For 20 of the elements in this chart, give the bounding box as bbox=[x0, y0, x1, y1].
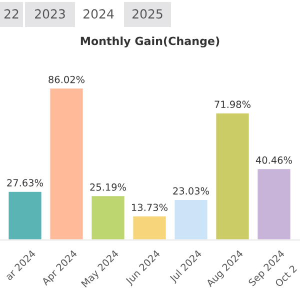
bar bbox=[7, 190, 43, 240]
chart-title: Monthly Gain(Change) bbox=[80, 36, 220, 48]
data-label: 27.63% bbox=[7, 179, 43, 186]
text: 2023 bbox=[35, 9, 65, 19]
data-label: 13.73% bbox=[132, 204, 168, 212]
bar bbox=[214, 112, 250, 240]
bar bbox=[48, 87, 84, 240]
data-label: 23.03% bbox=[173, 187, 209, 195]
text: 2024 bbox=[84, 9, 114, 19]
data-label: 71.98% bbox=[214, 100, 250, 108]
bar bbox=[90, 194, 126, 240]
bar bbox=[173, 198, 209, 240]
bar bbox=[132, 215, 168, 240]
data-label: 40.46% bbox=[256, 156, 292, 164]
data-label: 25.19% bbox=[90, 183, 126, 191]
x-tick-label: Oct 2 bbox=[274, 264, 298, 288]
text: 22 bbox=[4, 9, 18, 18]
data-label: 86.02% bbox=[48, 76, 84, 84]
text: 2025 bbox=[132, 9, 162, 19]
bar bbox=[256, 168, 292, 240]
